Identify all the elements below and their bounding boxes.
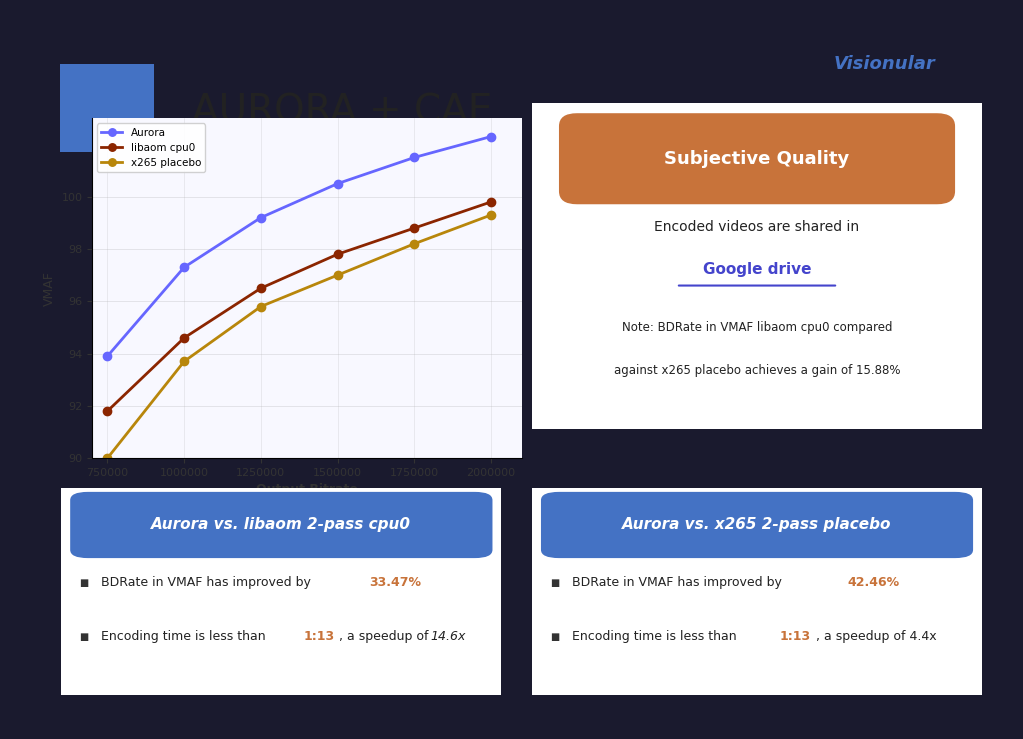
libaom cpu0 — [408, 224, 420, 233]
FancyBboxPatch shape — [559, 113, 955, 204]
Text: Encoding time is less than: Encoding time is less than — [573, 630, 741, 643]
Text: 1:13: 1:13 — [303, 630, 335, 643]
libaom cpu0 — [178, 333, 190, 342]
Legend: Aurora, libaom cpu0, x265 placebo: Aurora, libaom cpu0, x265 placebo — [97, 123, 206, 172]
x265 placebo — [101, 454, 114, 463]
Text: 42.46%: 42.46% — [847, 576, 899, 590]
x265 placebo — [331, 270, 344, 279]
FancyBboxPatch shape — [48, 483, 510, 699]
Aurora — [178, 263, 190, 272]
x265 placebo — [485, 211, 497, 219]
Text: 33.47%: 33.47% — [369, 576, 421, 590]
x265 placebo — [255, 302, 267, 311]
FancyBboxPatch shape — [519, 483, 991, 699]
FancyBboxPatch shape — [71, 492, 492, 558]
Text: , a speedup of 4.4x: , a speedup of 4.4x — [815, 630, 936, 643]
Text: BDRate in VMAF has improved by: BDRate in VMAF has improved by — [101, 576, 315, 590]
x265 placebo — [408, 239, 420, 248]
libaom cpu0 — [255, 284, 267, 293]
Line: libaom cpu0: libaom cpu0 — [103, 198, 495, 415]
Text: Encoded videos are shared in: Encoded videos are shared in — [655, 220, 859, 234]
FancyBboxPatch shape — [541, 492, 973, 558]
Aurora — [331, 179, 344, 188]
Text: Aurora vs. libaom 2-pass cpu0: Aurora vs. libaom 2-pass cpu0 — [151, 517, 411, 533]
libaom cpu0 — [485, 197, 497, 206]
Text: Note: BDRate in VMAF libaom cpu0 compared: Note: BDRate in VMAF libaom cpu0 compare… — [622, 321, 892, 334]
Text: Subjective Quality: Subjective Quality — [664, 150, 850, 168]
Line: Aurora: Aurora — [103, 132, 495, 361]
Text: ■: ■ — [550, 578, 560, 588]
Text: , a speedup of: , a speedup of — [339, 630, 432, 643]
Aurora — [255, 213, 267, 222]
Y-axis label: VMAF: VMAF — [43, 270, 56, 306]
Text: ■: ■ — [550, 632, 560, 641]
FancyBboxPatch shape — [59, 64, 153, 152]
Text: Aurora vs. x265 2-pass placebo: Aurora vs. x265 2-pass placebo — [622, 517, 892, 533]
Line: x265 placebo: x265 placebo — [103, 211, 495, 463]
FancyBboxPatch shape — [523, 101, 991, 432]
Text: Encoding time is less than: Encoding time is less than — [101, 630, 270, 643]
Text: Visionular: Visionular — [834, 55, 935, 72]
Text: Google drive: Google drive — [703, 262, 811, 277]
Text: ■: ■ — [79, 632, 88, 641]
Aurora — [408, 153, 420, 162]
Text: 1:13: 1:13 — [780, 630, 810, 643]
Text: ■: ■ — [79, 578, 88, 588]
Aurora — [101, 352, 114, 361]
Text: against x265 placebo achieves a gain of 15.88%: against x265 placebo achieves a gain of … — [614, 364, 900, 377]
Text: 14.6x: 14.6x — [431, 630, 466, 643]
libaom cpu0 — [331, 250, 344, 259]
Aurora — [485, 132, 497, 141]
X-axis label: Output Bitrate: Output Bitrate — [256, 483, 358, 497]
Text: AURORA + CAE: AURORA + CAE — [191, 92, 492, 130]
x265 placebo — [178, 357, 190, 366]
Text: BDRate in VMAF has improved by: BDRate in VMAF has improved by — [573, 576, 787, 590]
libaom cpu0 — [101, 406, 114, 415]
